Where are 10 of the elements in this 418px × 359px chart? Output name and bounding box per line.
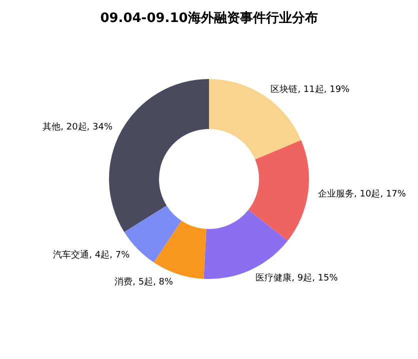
slice-label: 其他, 20起, 34% <box>42 122 113 133</box>
donut-slice <box>209 79 302 160</box>
donut-slice <box>154 220 206 279</box>
slice-label: 医疗健康, 9起, 15% <box>256 272 338 284</box>
slice-label: 企业服务, 10起, 17% <box>318 188 406 200</box>
slice-label: 消费, 5起, 8% <box>114 276 174 288</box>
slice-label: 区块链, 11起, 19% <box>270 84 350 95</box>
donut-slice <box>248 140 309 241</box>
chart-title: 09.04-09.10海外融资事件行业分布 <box>100 11 318 26</box>
slice-label: 汽车交通, 4起, 7% <box>53 249 130 260</box>
